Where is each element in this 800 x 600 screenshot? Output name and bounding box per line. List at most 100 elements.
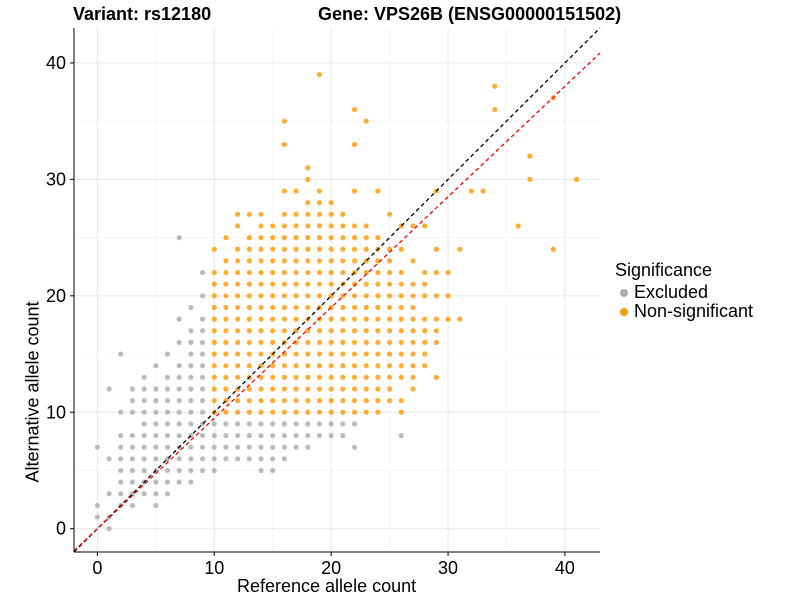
data-point-non-significant bbox=[316, 223, 323, 229]
data-point-non-significant bbox=[398, 328, 404, 334]
data-point-excluded bbox=[164, 444, 171, 450]
data-point-non-significant bbox=[258, 316, 264, 322]
data-point-non-significant bbox=[351, 223, 358, 229]
data-point-non-significant bbox=[398, 304, 404, 311]
data-point-excluded bbox=[293, 421, 299, 427]
chart-title-gene: Gene: VPS26B (ENSG00000151502) bbox=[318, 4, 622, 24]
data-point-excluded bbox=[164, 374, 171, 380]
data-point-excluded bbox=[153, 386, 159, 392]
data-point-non-significant bbox=[328, 409, 334, 415]
x-tick-label: 20 bbox=[321, 558, 341, 578]
data-point-non-significant bbox=[363, 281, 369, 287]
data-point-excluded bbox=[164, 421, 171, 427]
data-point-non-significant bbox=[270, 304, 276, 311]
data-point-non-significant bbox=[351, 386, 358, 392]
data-point-non-significant bbox=[492, 83, 498, 89]
data-point-non-significant bbox=[328, 316, 334, 322]
data-point-non-significant bbox=[340, 409, 346, 415]
data-point-excluded bbox=[153, 421, 159, 427]
data-point-excluded bbox=[258, 432, 264, 439]
data-point-non-significant bbox=[235, 258, 241, 264]
fit-line bbox=[73, 52, 601, 552]
data-point-excluded bbox=[118, 479, 124, 485]
data-point-non-significant bbox=[363, 339, 369, 345]
data-point-non-significant bbox=[281, 188, 287, 194]
data-point-excluded bbox=[199, 467, 206, 474]
data-point-non-significant bbox=[223, 269, 229, 276]
data-point-excluded bbox=[176, 316, 182, 322]
data-point-non-significant bbox=[340, 304, 346, 311]
data-point-non-significant bbox=[363, 293, 369, 299]
data-point-excluded bbox=[211, 432, 217, 439]
data-point-excluded bbox=[246, 444, 252, 450]
data-point-non-significant bbox=[305, 258, 311, 264]
data-point-non-significant bbox=[316, 386, 323, 392]
data-point-excluded bbox=[293, 444, 299, 450]
data-point-non-significant bbox=[270, 235, 276, 241]
data-point-non-significant bbox=[316, 328, 323, 334]
data-point-excluded bbox=[199, 374, 206, 380]
data-point-non-significant bbox=[305, 351, 311, 357]
data-point-non-significant bbox=[293, 258, 299, 264]
data-point-excluded bbox=[211, 421, 217, 427]
data-point-non-significant bbox=[351, 328, 358, 334]
data-point-non-significant bbox=[375, 235, 381, 241]
data-point-non-significant bbox=[410, 363, 416, 369]
data-point-non-significant bbox=[258, 398, 264, 404]
data-point-non-significant bbox=[316, 351, 323, 357]
data-point-non-significant bbox=[305, 176, 311, 182]
data-point-non-significant bbox=[258, 223, 264, 229]
data-point-non-significant bbox=[340, 269, 346, 276]
data-point-non-significant bbox=[293, 398, 299, 404]
data-point-excluded bbox=[305, 432, 311, 439]
data-point-excluded bbox=[176, 467, 182, 474]
data-point-non-significant bbox=[270, 269, 276, 276]
data-point-non-significant bbox=[527, 153, 533, 159]
data-point-non-significant bbox=[281, 258, 287, 264]
data-point-excluded bbox=[199, 351, 206, 357]
data-point-excluded bbox=[118, 351, 124, 357]
data-point-excluded bbox=[164, 491, 171, 497]
legend-label-non-significant: Non-significant bbox=[634, 301, 754, 321]
x-tick-label: 30 bbox=[438, 558, 458, 578]
data-point-non-significant bbox=[433, 316, 439, 322]
data-point-excluded bbox=[176, 363, 182, 369]
data-point-non-significant bbox=[398, 409, 404, 415]
data-point-non-significant bbox=[387, 363, 393, 369]
data-point-excluded bbox=[129, 456, 136, 462]
data-point-non-significant bbox=[515, 223, 521, 229]
data-point-non-significant bbox=[270, 223, 276, 229]
data-point-non-significant bbox=[387, 281, 393, 287]
data-point-non-significant bbox=[363, 316, 369, 322]
y-tick-label: 40 bbox=[46, 53, 66, 73]
data-point-non-significant bbox=[270, 246, 276, 252]
data-point-excluded bbox=[270, 467, 276, 474]
data-point-non-significant bbox=[550, 246, 556, 252]
data-point-non-significant bbox=[398, 339, 404, 345]
data-point-excluded bbox=[211, 444, 217, 450]
data-point-non-significant bbox=[293, 409, 299, 415]
data-point-non-significant bbox=[316, 281, 323, 287]
data-point-excluded bbox=[176, 456, 182, 462]
data-point-non-significant bbox=[246, 269, 252, 276]
data-point-non-significant bbox=[305, 374, 311, 380]
data-point-non-significant bbox=[375, 316, 381, 322]
data-point-non-significant bbox=[480, 188, 486, 194]
data-point-excluded bbox=[199, 363, 206, 369]
data-point-excluded bbox=[153, 409, 159, 415]
data-point-non-significant bbox=[316, 293, 323, 299]
data-point-non-significant bbox=[387, 328, 393, 334]
data-point-non-significant bbox=[328, 269, 334, 276]
data-point-excluded bbox=[176, 374, 182, 380]
data-point-non-significant bbox=[235, 269, 241, 276]
data-point-excluded bbox=[188, 304, 194, 311]
data-point-non-significant bbox=[305, 211, 311, 217]
y-tick-label: 0 bbox=[56, 519, 66, 539]
data-point-non-significant bbox=[246, 316, 252, 322]
data-point-non-significant bbox=[387, 386, 393, 392]
data-point-non-significant bbox=[270, 339, 276, 345]
data-point-non-significant bbox=[223, 235, 229, 241]
data-point-non-significant bbox=[328, 351, 334, 357]
data-point-non-significant bbox=[387, 258, 393, 264]
data-point-excluded bbox=[199, 444, 206, 450]
